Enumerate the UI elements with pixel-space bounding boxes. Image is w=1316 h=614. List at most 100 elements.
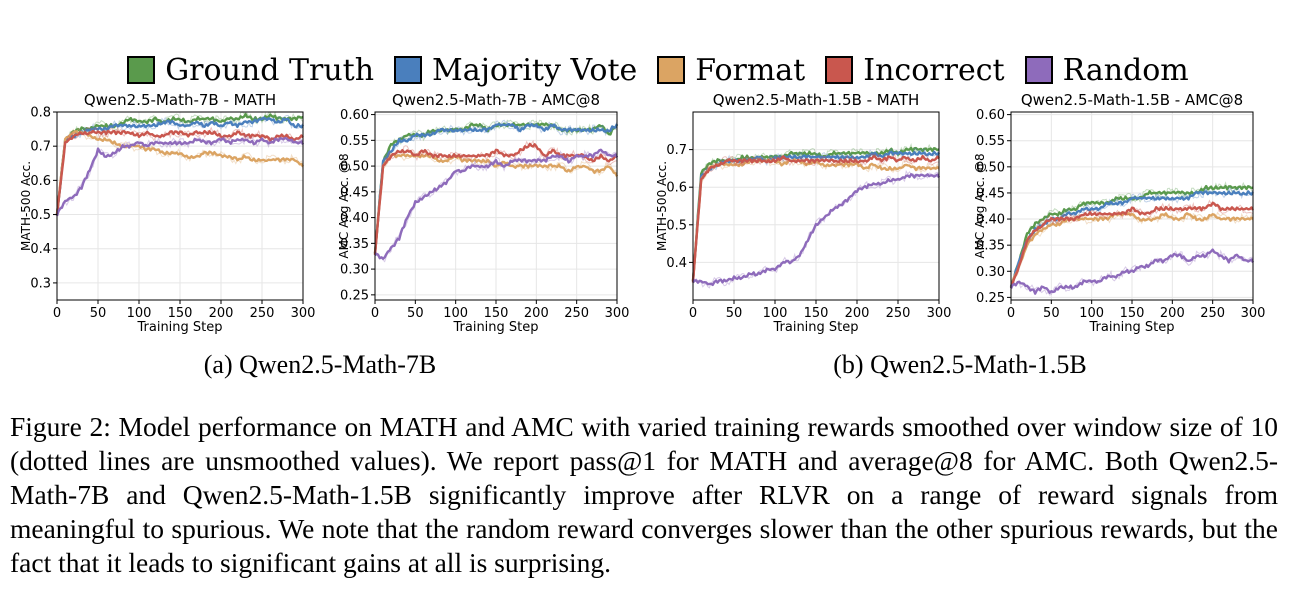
y-tick-label: 0.60: [340, 108, 369, 123]
legend-swatch-incorrect: [825, 56, 854, 84]
chart-1-5b-math: Qwen2.5-Math-1.5B - MATH 0 50 100 150 200 250 3…: [655, 91, 952, 335]
x-tick-label: 300: [291, 306, 316, 321]
y-tick-label: 0.7: [30, 140, 51, 155]
x-tick-label: 200: [845, 306, 870, 321]
y-tick-label: 0.35: [340, 237, 369, 252]
y-axis-label: MATH-500 Acc.: [655, 161, 669, 251]
legend-item-random: Random: [1024, 52, 1189, 88]
y-tick-label: 0.50: [340, 160, 369, 175]
subcaption-b: (b) Qwen2.5-Math-1.5B: [833, 350, 1087, 379]
x-tick-label: 150: [168, 306, 193, 321]
legend-label-majority-vote: Majority Vote: [432, 52, 638, 88]
x-tick-label: 0: [53, 306, 61, 321]
x-tick-label: 0: [1007, 306, 1015, 321]
x-axis-label: Training Step: [1088, 320, 1174, 335]
series-line-incorrect: [1009, 201, 1255, 289]
legend-swatch-majority-vote: [394, 56, 423, 84]
legend-label-incorrect: Incorrect: [863, 52, 1005, 88]
y-tick-label: 0.40: [976, 213, 1005, 228]
series-line-random: [55, 136, 305, 217]
y-tick-label: 0.40: [340, 211, 369, 226]
y-tick-label: 0.25: [340, 288, 369, 303]
series-raw-ground-truth: [374, 119, 618, 254]
figure-caption: Figure 2: Model performance on MATH and …: [10, 411, 1278, 578]
legend: Ground Truth Majority Vote Format Incorr…: [0, 50, 1316, 90]
y-tick-label: 0.7: [666, 143, 687, 158]
chart-7b-math: Qwen2.5-Math-7B - MATH 0 50 100 150 200 250 300…: [19, 91, 316, 335]
x-tick-label: 150: [1120, 306, 1145, 321]
chart-title: Qwen2.5-Math-1.5B - AMC@8: [1021, 91, 1243, 109]
legend-item-ground-truth: Ground Truth: [127, 53, 374, 88]
x-tick-label: 50: [90, 306, 107, 321]
y-tick-label: 0.30: [340, 263, 369, 278]
x-tick-label: 200: [209, 306, 234, 321]
x-tick-label: 250: [564, 306, 589, 321]
y-tick-label: 0.35: [976, 239, 1005, 254]
legend-item-majority-vote: Majority Vote: [394, 53, 637, 88]
x-axis-label: Training Step: [136, 320, 222, 335]
chart-title: Qwen2.5-Math-7B - MATH: [84, 91, 276, 109]
series-line-incorrect: [55, 129, 304, 216]
x-tick-label: 250: [1200, 306, 1225, 321]
series-line-format: [373, 153, 619, 253]
y-tick-label: 0.4: [666, 256, 687, 271]
chart-1-5b-amc: Qwen2.5-Math-1.5B - AMC@8 0 50 100 150 200 250…: [973, 91, 1266, 335]
series-raw-ground-truth: [56, 111, 304, 215]
legend-swatch-ground-truth: [127, 56, 156, 84]
series-line-random: [1009, 248, 1255, 295]
x-axis-label: Training Step: [772, 320, 858, 335]
y-tick-label: 0.6: [30, 174, 51, 189]
chart-7b-amc: Qwen2.5-Math-7B - AMC@8 0 50 100 150 200 250 30…: [337, 91, 630, 335]
series-raw-random: [692, 169, 940, 289]
x-tick-label: 300: [927, 306, 952, 321]
y-tick-label: 0.5: [30, 208, 51, 223]
y-tick-label: 0.5: [666, 218, 687, 233]
x-tick-label: 100: [1079, 306, 1104, 321]
series-line-random: [692, 173, 941, 287]
y-tick-label: 0.55: [976, 134, 1005, 149]
y-tick-label: 0.55: [340, 134, 369, 149]
y-tick-label: 0.45: [340, 185, 369, 200]
x-tick-label: 50: [726, 306, 743, 321]
y-axis-label: AMC Avg Acc. @8: [337, 153, 351, 258]
x-tick-label: 300: [605, 306, 630, 321]
legend-label-random: Random: [1062, 52, 1189, 88]
series-line-incorrect: [691, 154, 940, 283]
series-line-majority-vote: [55, 116, 305, 215]
y-tick-label: 0.6: [666, 181, 687, 196]
x-tick-label: 100: [443, 306, 468, 321]
x-tick-label: 300: [1241, 306, 1266, 321]
series-line-random: [374, 148, 619, 260]
x-tick-label: 100: [127, 306, 152, 321]
series-line-format: [1010, 211, 1254, 287]
series-line-majority-vote: [373, 122, 619, 254]
x-tick-label: 0: [371, 306, 379, 321]
x-axis-label: Training Step: [452, 320, 538, 335]
legend-label-format: Format: [695, 52, 806, 88]
x-tick-label: 200: [524, 306, 549, 321]
subcaption-a: (a) Qwen2.5-Math-7B: [203, 350, 437, 379]
x-tick-label: 0: [689, 306, 697, 321]
y-tick-label: 0.8: [30, 106, 51, 121]
x-tick-label: 200: [1160, 306, 1185, 321]
x-tick-label: 50: [1043, 306, 1060, 321]
y-tick-label: 0.30: [976, 265, 1005, 280]
chart-title: Qwen2.5-Math-7B - AMC@8: [392, 91, 600, 109]
legend-label-ground-truth: Ground Truth: [165, 52, 375, 88]
y-tick-label: 0.25: [976, 291, 1005, 306]
series-raw-ground-truth: [1010, 181, 1254, 288]
x-tick-label: 150: [484, 306, 509, 321]
y-tick-label: 0.3: [30, 276, 51, 291]
legend-swatch-random: [1024, 56, 1053, 84]
x-tick-label: 50: [407, 306, 424, 321]
legend-swatch-format: [657, 56, 686, 84]
y-axis-label: MATH-500 Acc.: [19, 161, 33, 251]
x-tick-label: 250: [250, 306, 275, 321]
y-tick-label: 0.4: [30, 242, 51, 257]
y-tick-label: 0.50: [976, 160, 1005, 175]
legend-item-incorrect: Incorrect: [825, 52, 1005, 88]
x-tick-label: 100: [763, 306, 788, 321]
legend-item-format: Format: [657, 53, 805, 88]
y-tick-label: 0.60: [976, 108, 1005, 123]
y-axis-label: AMC Avg Acc. @8: [973, 153, 987, 258]
